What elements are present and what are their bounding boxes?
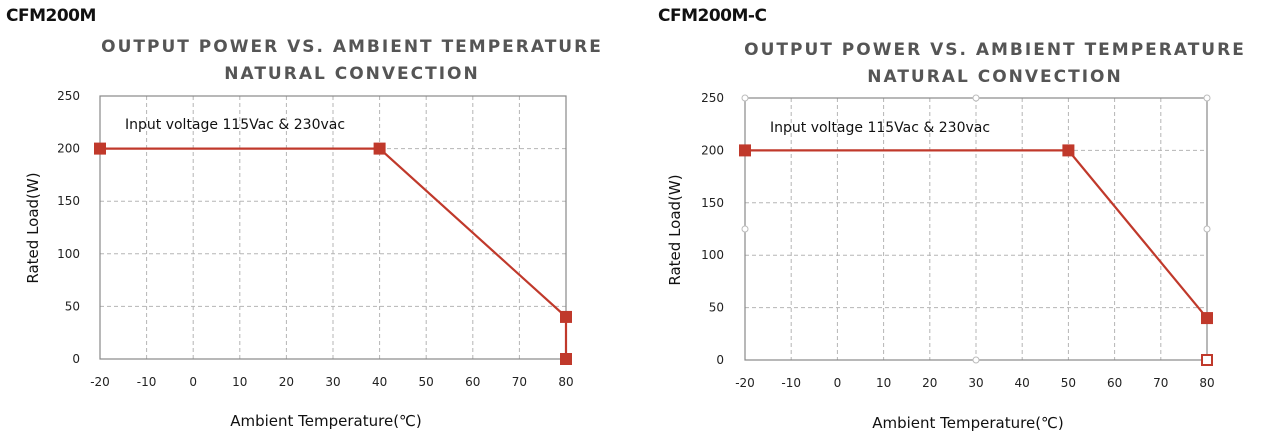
plot-frame bbox=[99, 95, 567, 360]
x-tick-label: -20 bbox=[90, 375, 110, 389]
x-tick-label: -10 bbox=[137, 375, 157, 389]
chart-annotation: Input voltage 115Vac & 230vac bbox=[770, 120, 990, 136]
chart-title-line: OUTPUT POWER VS. AMBIENT TEMPERATURE bbox=[744, 40, 1246, 60]
x-tick-label: 80 bbox=[558, 375, 573, 389]
x-tick-label: -20 bbox=[735, 376, 755, 390]
x-tick-label: 40 bbox=[1015, 376, 1030, 390]
plot-frame bbox=[744, 97, 1208, 361]
model-label: CFM200M-C bbox=[658, 6, 767, 26]
x-axis-label: Ambient Temperature(℃) bbox=[230, 412, 422, 430]
x-tick-label: 70 bbox=[1153, 376, 1168, 390]
x-tick-label: 30 bbox=[968, 376, 983, 390]
frame-marker bbox=[741, 225, 749, 233]
data-point bbox=[94, 142, 106, 155]
frame-marker bbox=[972, 94, 980, 102]
y-tick-label: 200 bbox=[701, 143, 724, 157]
y-tick-label: 50 bbox=[65, 299, 80, 313]
frame-marker bbox=[741, 94, 749, 102]
x-tick-label: 50 bbox=[1061, 376, 1076, 390]
chart-title-line: OUTPUT POWER VS. AMBIENT TEMPERATURE bbox=[101, 37, 603, 57]
data-point bbox=[739, 144, 751, 157]
x-tick-label: 20 bbox=[922, 376, 937, 390]
y-tick-label: 200 bbox=[57, 142, 80, 156]
frame-marker bbox=[1203, 225, 1211, 233]
x-tick-label: 70 bbox=[512, 375, 527, 389]
y-tick-label: 250 bbox=[57, 89, 80, 103]
x-tick-label: 40 bbox=[372, 375, 387, 389]
x-tick-label: 0 bbox=[189, 375, 197, 389]
y-tick-label: 50 bbox=[709, 301, 724, 315]
x-tick-label: 10 bbox=[876, 376, 891, 390]
frame-marker bbox=[972, 356, 980, 364]
x-tick-label: 30 bbox=[325, 375, 340, 389]
y-tick-label: 0 bbox=[72, 352, 80, 366]
data-point bbox=[1062, 144, 1075, 157]
chart-panel-cfm200m-c: CFM200M-C OUTPUT POWER VS. AMBIENT TEMPE… bbox=[640, 0, 1280, 442]
y-tick-label: 0 bbox=[716, 353, 724, 367]
y-axis-label: Rated Load(W) bbox=[666, 174, 684, 285]
derating-chart-cfm200m: OUTPUT POWER VS. AMBIENT TEMPERATURE NATU… bbox=[24, 37, 603, 430]
model-label: CFM200M bbox=[6, 6, 96, 26]
end-marker bbox=[1201, 354, 1213, 366]
y-tick-label: 150 bbox=[701, 196, 724, 210]
frame-marker bbox=[1203, 94, 1211, 102]
x-tick-label: 20 bbox=[279, 375, 294, 389]
series-line bbox=[100, 147, 568, 359]
y-tick-label: 100 bbox=[701, 248, 724, 262]
chart-title-line: NATURAL CONVECTION bbox=[224, 64, 479, 84]
x-tick-label: 60 bbox=[465, 375, 480, 389]
data-point bbox=[560, 310, 572, 323]
x-tick-label: 80 bbox=[1199, 376, 1214, 390]
x-tick-label: -10 bbox=[781, 376, 801, 390]
y-tick-label: 150 bbox=[57, 194, 80, 208]
chart-title-line: NATURAL CONVECTION bbox=[867, 67, 1122, 87]
y-tick-label: 100 bbox=[57, 247, 80, 261]
y-tick-label: 250 bbox=[701, 91, 724, 105]
x-tick-label: 50 bbox=[419, 375, 434, 389]
x-axis-label: Ambient Temperature(℃) bbox=[872, 414, 1064, 432]
derating-chart-cfm200m-c: OUTPUT POWER VS. AMBIENT TEMPERATURE NATU… bbox=[666, 40, 1246, 432]
chart-panel-cfm200m: CFM200M OUTPUT POWER VS. AMBIENT TEMPERA… bbox=[6, 6, 603, 430]
data-point bbox=[373, 142, 386, 155]
x-tick-label: 60 bbox=[1107, 376, 1122, 390]
chart-annotation: Input voltage 115Vac & 230vac bbox=[125, 117, 345, 133]
data-point bbox=[1201, 312, 1213, 325]
x-tick-label: 0 bbox=[834, 376, 842, 390]
y-axis-label: Rated Load(W) bbox=[24, 172, 42, 283]
data-point bbox=[560, 353, 572, 365]
x-tick-label: 10 bbox=[232, 375, 247, 389]
